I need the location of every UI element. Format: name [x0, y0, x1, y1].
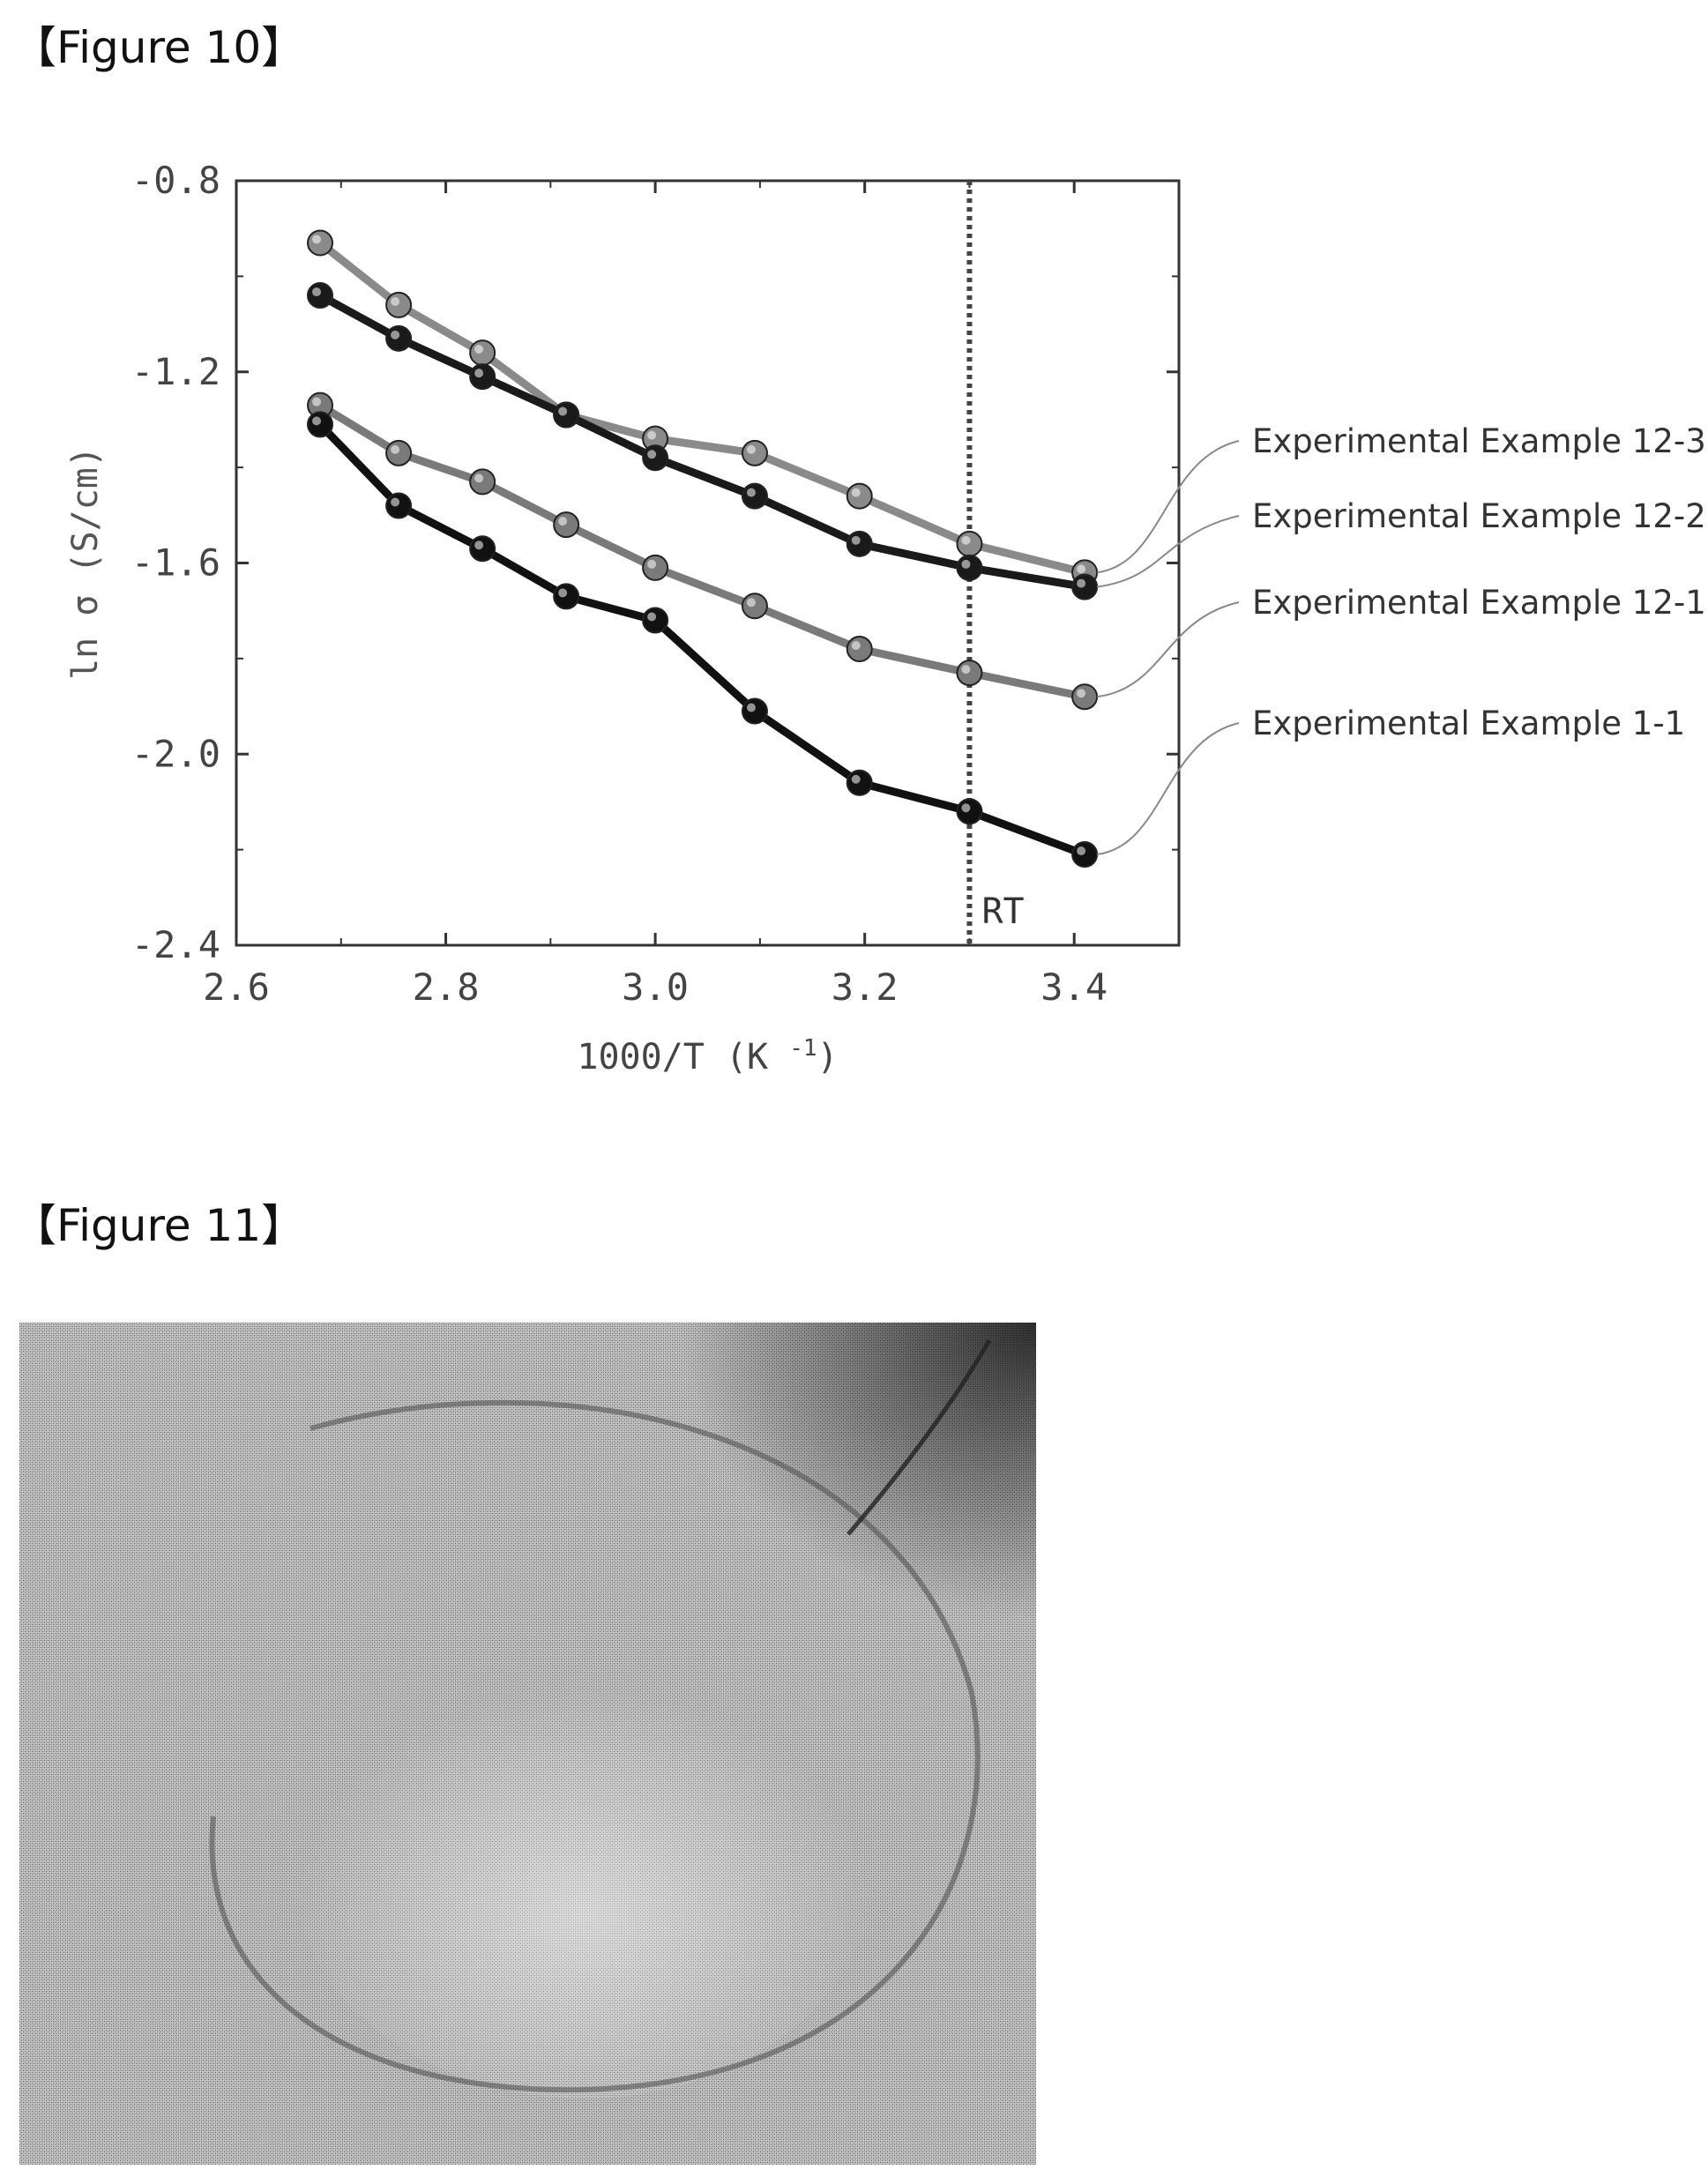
data-point-highlight — [1077, 564, 1086, 574]
data-point — [1071, 841, 1099, 869]
data-point-highlight — [851, 488, 861, 497]
data-point — [385, 492, 413, 519]
data-point — [956, 554, 983, 581]
data-point — [307, 229, 334, 257]
data-point — [956, 530, 983, 557]
data-point — [956, 660, 983, 687]
x-axis-label: 1000/T (K -1) — [577, 1035, 838, 1077]
data-point — [469, 468, 496, 496]
data-point — [846, 636, 873, 663]
data-point-highlight — [647, 612, 657, 622]
data-point — [741, 439, 768, 466]
data-point — [553, 583, 580, 610]
data-point — [385, 291, 413, 318]
figure-10-chart: 2.6 2.8 3.0 3.2 3.4 -0.8 -1.2 -1.6 -2.0 -2.4 1000/… — [65, 159, 1706, 1077]
data-point-highlight — [746, 444, 756, 454]
data-point-highlight — [391, 497, 400, 507]
data-point — [553, 401, 580, 429]
y-tick-label: -2.0 — [131, 732, 220, 775]
data-point-highlight — [647, 450, 657, 459]
data-point-highlight — [746, 598, 756, 608]
series-leader-line — [1096, 515, 1240, 588]
data-point — [846, 769, 873, 796]
data-point-highlight — [474, 369, 484, 378]
plot-area: 2.6 2.8 3.0 3.2 3.4 -0.8 -1.2 -1.6 -2.0 -2.4 1000/… — [65, 159, 1706, 1077]
data-point — [741, 697, 768, 725]
data-point-highlight — [851, 774, 861, 784]
series-label: Experimental Example 12-3 — [1252, 422, 1706, 460]
data-point-highlight — [391, 444, 400, 454]
data-point — [1071, 573, 1099, 600]
series-label: Experimental Example 12-1 — [1252, 584, 1706, 622]
data-point — [1071, 683, 1099, 711]
data-point — [307, 411, 334, 438]
data-point-highlight — [558, 588, 568, 598]
data-point — [741, 482, 768, 510]
data-point-highlight — [647, 430, 657, 440]
x-tick-label: 3.2 — [832, 965, 899, 1009]
x-tick-label: 3.0 — [622, 965, 689, 1009]
data-point — [642, 444, 669, 472]
data-point-highlight — [558, 517, 568, 526]
data-point — [469, 363, 496, 391]
series-label: Experimental Example 1-1 — [1252, 705, 1685, 742]
x-tick-label: 2.6 — [203, 965, 270, 1009]
data-point-highlight — [961, 559, 971, 569]
data-point — [469, 339, 496, 367]
data-point-highlight — [961, 803, 971, 813]
rt-label: RT — [981, 891, 1024, 932]
data-point — [846, 530, 873, 557]
data-point — [469, 535, 496, 563]
data-point-highlight — [746, 703, 756, 712]
data-point — [956, 798, 983, 825]
y-axis-label: ln σ (S/cm) — [65, 446, 106, 680]
data-point-highlight — [961, 665, 971, 675]
figure-11-heading: 【Figure 11】 — [12, 1200, 306, 1251]
y-tick-label: -1.2 — [131, 350, 220, 393]
data-point — [385, 439, 413, 466]
data-point-highlight — [1077, 689, 1086, 698]
y-tick-label: -1.6 — [131, 541, 220, 585]
data-point-highlight — [391, 330, 400, 339]
series-leader-line — [1096, 440, 1240, 574]
y-tick-label: -2.4 — [131, 923, 220, 966]
data-point-highlight — [961, 535, 971, 545]
figure-10-heading: 【Figure 10】 — [12, 22, 306, 73]
data-point — [642, 554, 669, 581]
data-point-highlight — [1077, 578, 1086, 588]
data-point-highlight — [558, 406, 568, 416]
figure-11-photo — [19, 1323, 1036, 2165]
data-point-highlight — [851, 535, 861, 545]
data-point-highlight — [312, 235, 322, 244]
data-point-highlight — [312, 397, 322, 406]
data-point-highlight — [312, 416, 322, 426]
data-point — [642, 607, 669, 634]
data-point-highlight — [474, 473, 484, 483]
data-point-highlight — [647, 559, 657, 569]
data-point-highlight — [391, 296, 400, 306]
series-label: Experimental Example 12-2 — [1252, 497, 1706, 535]
data-point — [385, 324, 413, 352]
data-point-highlight — [474, 345, 484, 354]
data-point-highlight — [746, 488, 756, 497]
x-tick-label: 3.4 — [1040, 965, 1108, 1009]
y-tick-label: -0.8 — [131, 159, 220, 202]
film-fold-line — [847, 1338, 992, 1536]
data-point-highlight — [1077, 846, 1086, 856]
series-leader-line — [1096, 722, 1240, 856]
data-point-highlight — [474, 541, 484, 550]
data-point-highlight — [312, 287, 322, 297]
series-leader-line — [1096, 601, 1240, 698]
data-point-highlight — [851, 641, 861, 651]
x-tick-label: 2.8 — [413, 965, 480, 1009]
data-point — [553, 511, 580, 539]
data-point — [307, 282, 334, 309]
data-point — [741, 593, 768, 620]
film-edge-outline — [209, 1399, 981, 2093]
data-point — [846, 482, 873, 510]
